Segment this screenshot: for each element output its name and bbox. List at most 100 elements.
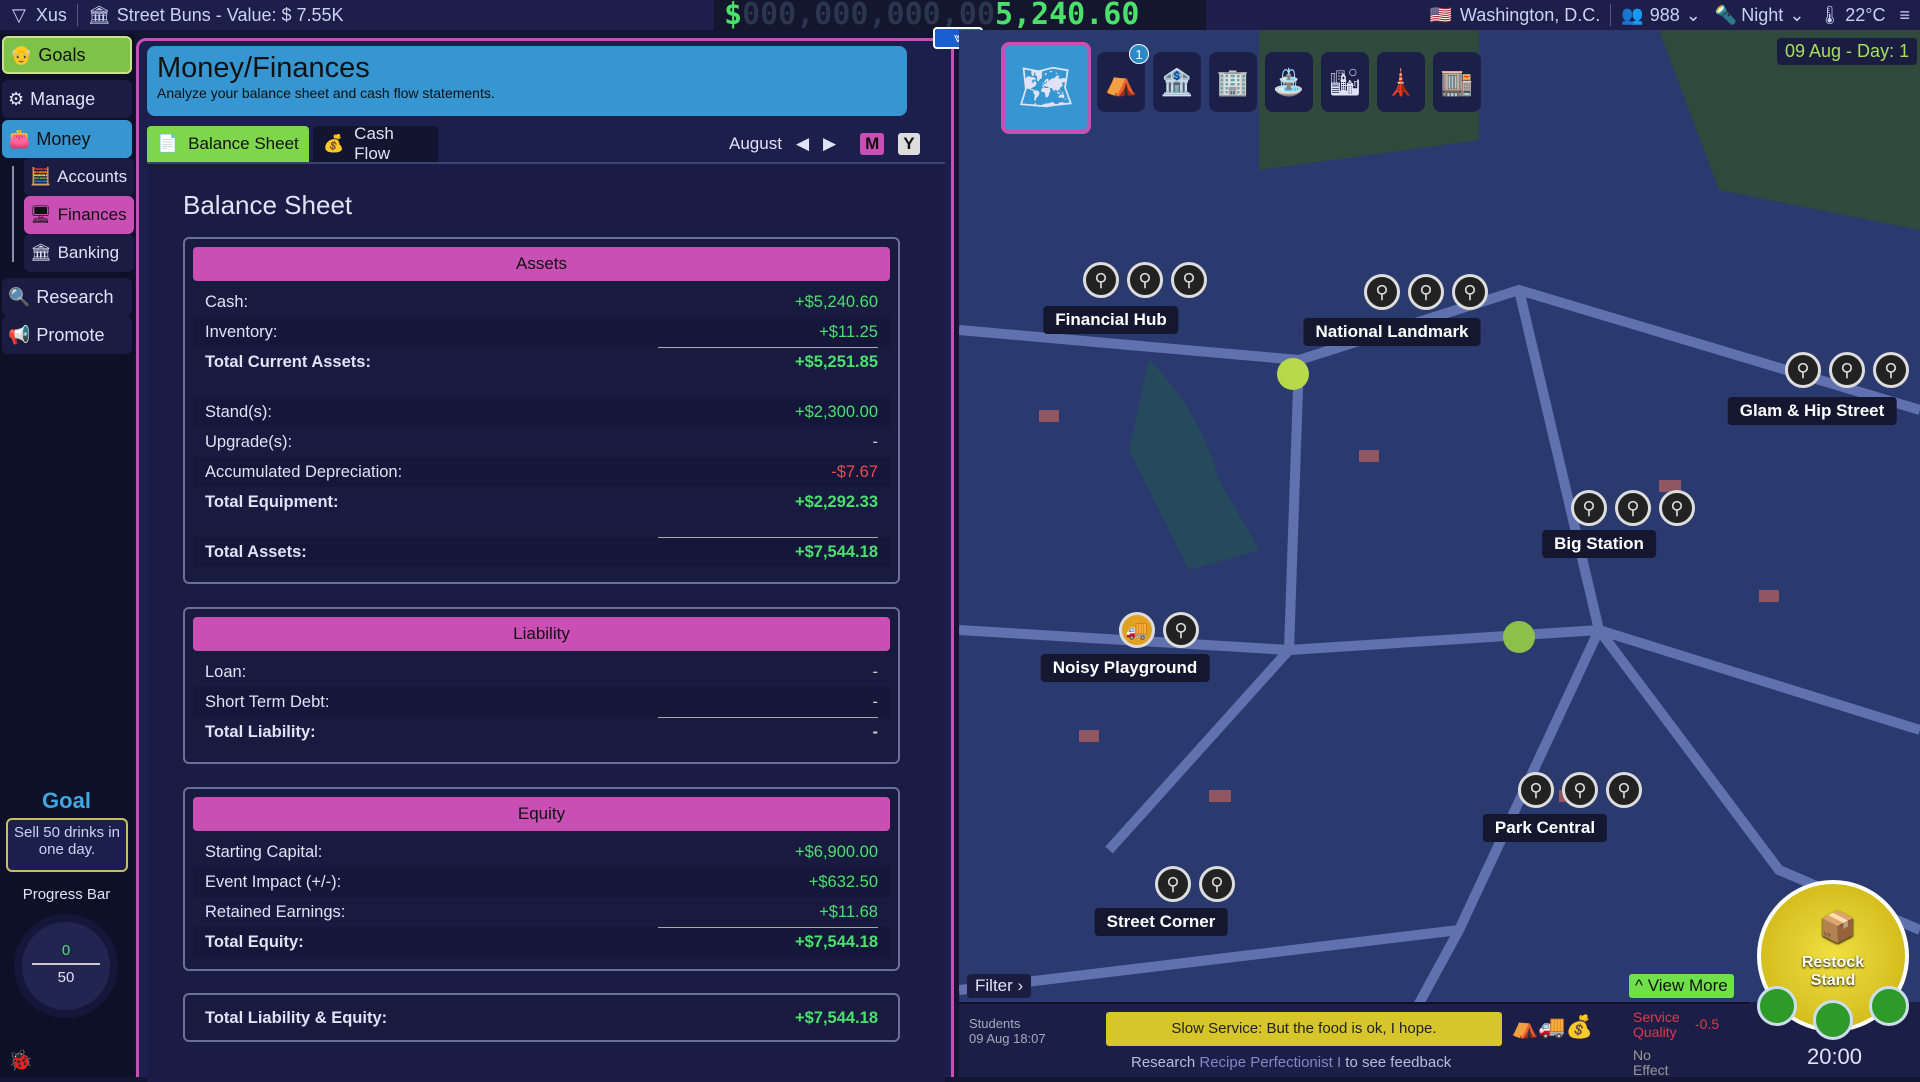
- gear-icon: ⚙: [8, 88, 25, 109]
- research-post: to see feedback: [1345, 1054, 1452, 1071]
- location-glam-hip-street[interactable]: Glam & Hip Street: [1727, 397, 1897, 425]
- document-icon: 📄: [157, 134, 179, 153]
- table-row: Total Equity: +$7,544.18: [193, 927, 890, 957]
- speed-slow-button[interactable]: [1757, 986, 1797, 1026]
- row-label: Starting Capital:: [205, 842, 323, 861]
- panel-subtitle: Analyze your balance sheet and cash flow…: [157, 85, 495, 101]
- chevron-down-icon[interactable]: ⌄: [1685, 4, 1701, 25]
- location-big-station[interactable]: Big Station: [1542, 530, 1656, 558]
- location-street-corner[interactable]: Street Corner: [1094, 908, 1228, 936]
- sidebar-item-research[interactable]: 🔍 Research: [2, 278, 132, 316]
- table-row: Upgrade(s): -: [193, 427, 890, 457]
- station-building-icon[interactable]: 🏢: [1209, 52, 1257, 112]
- row-value: +$11.25: [819, 322, 878, 341]
- dollar-sign: $: [724, 0, 743, 32]
- sidebar-item-goals[interactable]: 👴 Goals: [2, 36, 132, 74]
- yearly-view-button[interactable]: Y: [898, 133, 920, 155]
- location-pins: ⚲ ⚲ ⚲: [1518, 772, 1642, 808]
- row-label: Retained Earnings:: [205, 902, 346, 921]
- row-value: +$5,240.60: [794, 292, 878, 311]
- research-pre: Research: [1131, 1054, 1196, 1071]
- customer-pin-icon: ⚲: [1163, 612, 1199, 648]
- filter-label: Filter: [975, 976, 1013, 995]
- stand-icon: 🚚: [1119, 612, 1155, 648]
- food-truck-icon: 🚚: [1538, 1014, 1566, 1039]
- customer-pin-icon: ⚲: [1452, 274, 1488, 310]
- player-name: Xus: [35, 4, 67, 25]
- sidebar-item-accounts[interactable]: 🧮 Accounts: [24, 158, 134, 196]
- tab-balance-sheet[interactable]: 📄 Balance Sheet: [147, 126, 309, 162]
- row-value: +$6,900.00: [794, 842, 878, 861]
- location-national-landmark[interactable]: National Landmark: [1303, 318, 1481, 346]
- liability-header: Liability: [193, 617, 890, 651]
- table-row: Retained Earnings: +$11.68: [193, 897, 890, 927]
- tab-cash-flow[interactable]: 💰 Cash Flow: [313, 124, 438, 163]
- progress-target: 50: [57, 969, 75, 986]
- menu-triangle-icon[interactable]: ▽: [12, 4, 26, 25]
- location-park-central[interactable]: Park Central: [1482, 814, 1608, 842]
- speed-normal-button[interactable]: [1813, 1000, 1853, 1040]
- sidebar-item-money[interactable]: 👛 Money: [2, 120, 132, 158]
- tab-label: Balance Sheet: [188, 134, 299, 153]
- location-financial-hub[interactable]: Financial Hub: [1043, 306, 1179, 334]
- time-of-day[interactable]: Night: [1741, 4, 1784, 25]
- table-row: Event Impact (+/-): +$632.50: [193, 867, 890, 897]
- customer-pin-icon: ⚲: [1364, 274, 1400, 310]
- chevron-down-icon[interactable]: ⌄: [1789, 4, 1805, 25]
- feedback-icons: ⛺🚚💰: [1511, 1014, 1593, 1040]
- money-value: 5,240.60: [994, 0, 1140, 32]
- prev-month-arrow-icon[interactable]: ◀: [795, 134, 810, 153]
- row-value: -: [872, 692, 879, 711]
- row-value: +$7,544.18: [794, 932, 878, 951]
- city-map[interactable]: 🗺 ⛺ 1 🏦 🏢 ⛲ 🏙 🗼 🏬 09 Aug - Day: 1 ⚲ ⚲ ⚲ Fi…: [959, 30, 1920, 1077]
- research-link[interactable]: Recipe Perfectionist I: [1199, 1054, 1342, 1071]
- row-label: Loan:: [205, 662, 247, 681]
- customer-pin-icon: ⚲: [1873, 352, 1909, 388]
- customer-pin-icon: ⚲: [1562, 772, 1598, 808]
- sidebar-item-promote[interactable]: 📢 Promote: [2, 316, 132, 354]
- playground-icon: ⛺: [1511, 1014, 1539, 1039]
- financial-building-icon[interactable]: 🏦: [1153, 52, 1201, 112]
- next-month-arrow-icon[interactable]: ▶: [823, 134, 837, 153]
- month-label: August: [729, 134, 782, 153]
- customer-pin-icon: ⚲: [1083, 262, 1119, 298]
- search-icon: 🔍: [8, 286, 31, 307]
- row-value: +$5,251.85: [794, 352, 878, 371]
- sidebar-item-finances[interactable]: 🖥 Finances: [24, 196, 134, 234]
- location-pins: 🚚 ⚲: [1119, 612, 1199, 648]
- row-label: Total Assets:: [205, 542, 307, 561]
- population[interactable]: 988: [1649, 4, 1680, 25]
- customer-pin-icon: ⚲: [1829, 352, 1865, 388]
- location-pins: ⚲ ⚲ ⚲: [1364, 274, 1488, 310]
- tower-building-icon[interactable]: 🏙: [1321, 52, 1369, 112]
- row-label: Total Equity:: [205, 932, 304, 951]
- location-noisy-playground[interactable]: Noisy Playground: [1040, 654, 1210, 682]
- filter-button[interactable]: Filter ›: [967, 974, 1032, 998]
- hamburger-menu-icon[interactable]: ≡: [1899, 4, 1910, 25]
- map-view-button[interactable]: 🗺: [1001, 42, 1091, 134]
- landmark-icon[interactable]: 🗼: [1377, 52, 1425, 112]
- monthly-view-button[interactable]: M: [860, 133, 885, 155]
- equity-header: Equity: [193, 797, 890, 831]
- view-more-button[interactable]: ^ View More: [1629, 974, 1734, 998]
- row-value: +$2,292.33: [794, 492, 878, 511]
- fountain-icon[interactable]: ⛲: [1265, 52, 1313, 112]
- sidebar-item-manage[interactable]: ⚙ Manage: [2, 80, 132, 118]
- sidebar-item-banking[interactable]: 🏛 Banking: [24, 234, 134, 272]
- city-name[interactable]: Washington, D.C.: [1459, 4, 1601, 25]
- row-value: +$7,544.18: [794, 542, 878, 561]
- bug-report-icon[interactable]: 🐞: [8, 1050, 33, 1072]
- speed-fast-button[interactable]: [1869, 986, 1909, 1026]
- total-liability-equity-row: Total Liability & Equity: +$7,544.18: [193, 1003, 890, 1033]
- balance-sheet-content: Balance Sheet Assets Cash: +$5,240.60 Inve…: [147, 162, 945, 1082]
- row-value: +$7,544.18: [794, 1008, 878, 1027]
- customer-pin-icon: ⚲: [1518, 772, 1554, 808]
- stand-icon: 🏛: [87, 4, 111, 25]
- feed-customer: Students 09 Aug 18:07: [969, 1016, 1046, 1046]
- location-pins: ⚲ ⚲ ⚲: [1571, 490, 1695, 526]
- feedback-message: Slow Service: But the food is ok, I hope…: [1106, 1012, 1502, 1046]
- row-label: Accumulated Depreciation:: [205, 462, 403, 481]
- apartment-icon[interactable]: 🏬: [1433, 52, 1481, 112]
- table-row: Short Term Debt: -: [193, 687, 890, 717]
- flag-icon: 🇺🇸: [1429, 4, 1452, 25]
